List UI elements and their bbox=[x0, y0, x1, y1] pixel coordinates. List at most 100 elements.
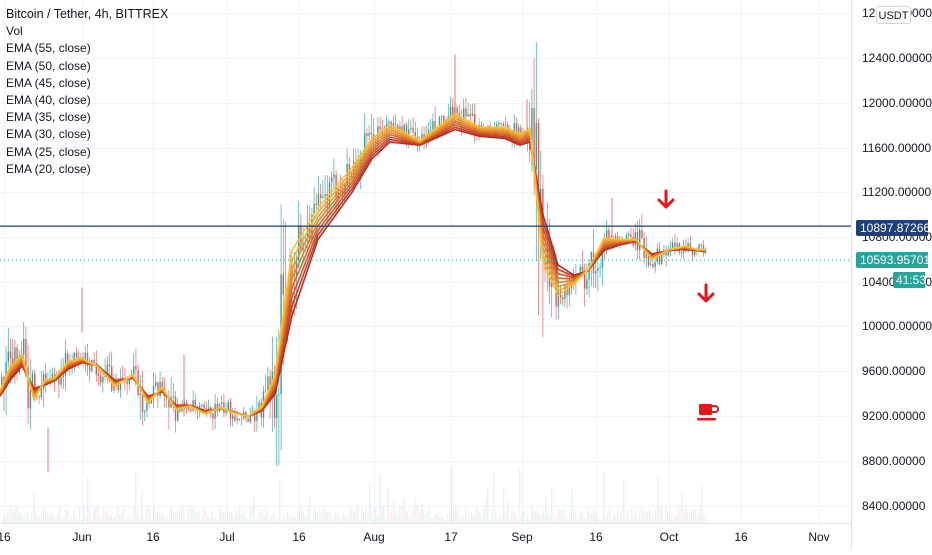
time-axis[interactable]: 16 Jun 16 Jul 16 Aug 17 Sep 16 Oct 16 Nov bbox=[0, 530, 830, 544]
time-tick-label: Oct bbox=[660, 530, 679, 544]
candle-body bbox=[315, 203, 317, 205]
coffee-cup-handle bbox=[712, 405, 719, 413]
legend-item-ema-40[interactable]: EMA (40, close) bbox=[6, 93, 91, 108]
candle-body bbox=[51, 373, 53, 381]
volume-bar bbox=[151, 519, 153, 523]
volume-bar bbox=[229, 511, 231, 523]
candle-body bbox=[520, 127, 522, 133]
candle-body bbox=[584, 271, 586, 289]
arrow-down-head bbox=[657, 198, 675, 209]
candle-body bbox=[34, 373, 36, 392]
arrow-down-icon[interactable] bbox=[697, 283, 715, 303]
volume-bar bbox=[689, 510, 691, 523]
volume-bar bbox=[585, 519, 587, 523]
candle-body bbox=[500, 123, 502, 125]
candle-body bbox=[84, 352, 86, 363]
volume-bar bbox=[139, 518, 141, 523]
volume-bar bbox=[329, 511, 331, 523]
volume-bar bbox=[37, 517, 39, 523]
volume-bar bbox=[623, 480, 625, 523]
volume-bar bbox=[119, 513, 121, 523]
volume-bar bbox=[301, 506, 303, 523]
volume-bar bbox=[57, 514, 59, 523]
price-tick-label: 9600.00000 bbox=[862, 364, 926, 378]
time-tick-label: 16 bbox=[0, 530, 11, 544]
candle-body bbox=[588, 262, 590, 280]
volume-bar bbox=[129, 516, 131, 523]
candle-body bbox=[42, 373, 45, 389]
volume-bar bbox=[421, 503, 423, 523]
time-tick-label: Jul bbox=[219, 530, 234, 544]
volume-bar bbox=[451, 467, 453, 523]
volume-bar bbox=[427, 511, 429, 523]
legend-item-ema-30[interactable]: EMA (30, close) bbox=[6, 127, 91, 142]
arrow-down-icon[interactable] bbox=[657, 189, 675, 209]
volume-bar bbox=[675, 514, 677, 523]
legend-item-ema-55[interactable]: EMA (55, close) bbox=[6, 41, 91, 56]
volume-bar bbox=[627, 509, 629, 523]
candle-body bbox=[370, 132, 372, 135]
coffee-cup-icon[interactable] bbox=[697, 404, 719, 421]
volume-bar bbox=[325, 511, 327, 523]
volume-bar bbox=[353, 510, 355, 523]
candle-body bbox=[278, 394, 280, 396]
time-tick-label: 16 bbox=[292, 530, 306, 544]
candle-body bbox=[691, 249, 694, 255]
candle-body bbox=[139, 393, 141, 396]
volume-bar bbox=[209, 518, 211, 523]
candle-body bbox=[203, 404, 205, 409]
volume-bar bbox=[39, 514, 41, 523]
legend-item-ema-50[interactable]: EMA (50, close) bbox=[6, 58, 91, 73]
legend-item-ema-35[interactable]: EMA (35, close) bbox=[6, 110, 91, 125]
volume-bar bbox=[41, 512, 43, 523]
volume-bar bbox=[477, 506, 479, 523]
legend-item-vol[interactable]: Vol bbox=[6, 24, 23, 39]
volume-bar bbox=[201, 517, 203, 523]
volume-bar bbox=[187, 510, 189, 523]
volume-bar bbox=[83, 506, 85, 523]
volume-bar bbox=[287, 511, 289, 523]
legend-item-ema-20[interactable]: EMA (20, close) bbox=[6, 161, 91, 176]
volume-bar bbox=[13, 510, 15, 523]
volume-bar bbox=[263, 514, 265, 523]
time-tick-label: Jun bbox=[72, 530, 91, 544]
candle-body bbox=[469, 114, 471, 116]
volume-bar bbox=[123, 509, 125, 523]
volume-bar bbox=[159, 516, 161, 523]
volume-bar bbox=[373, 519, 375, 523]
volume-bar bbox=[259, 511, 261, 523]
volume-bar bbox=[377, 516, 379, 523]
legend-title[interactable]: Bitcoin / Tether, 4h, BITTREX bbox=[6, 7, 169, 21]
volume-bar bbox=[437, 512, 439, 523]
volume-bar bbox=[687, 512, 689, 523]
candle-body bbox=[410, 127, 412, 130]
volume-bar bbox=[579, 512, 581, 523]
candle-body bbox=[379, 126, 381, 130]
volume-bar bbox=[609, 508, 611, 523]
legend-item-ema-45[interactable]: EMA (45, close) bbox=[6, 75, 91, 90]
candle-body bbox=[53, 373, 56, 379]
volume-bar bbox=[591, 514, 593, 523]
candle-body bbox=[199, 405, 201, 408]
candle-body bbox=[95, 363, 97, 375]
volume-bar bbox=[97, 506, 99, 523]
volume-bar bbox=[495, 510, 497, 523]
price-lines[interactable] bbox=[0, 225, 851, 261]
volume-bar bbox=[43, 507, 45, 523]
candle-body bbox=[190, 409, 192, 411]
volume-bar bbox=[655, 509, 657, 523]
volume-bar bbox=[65, 507, 67, 523]
volume-bar bbox=[163, 514, 165, 523]
annotations[interactable] bbox=[657, 189, 719, 421]
volume-bar bbox=[225, 509, 227, 523]
candle-body bbox=[650, 264, 652, 266]
volume-bar bbox=[231, 511, 233, 523]
volume-bar bbox=[7, 512, 9, 523]
volume-bar bbox=[631, 508, 633, 523]
currency-unit-badge[interactable]: USDT bbox=[876, 6, 911, 24]
candle-body bbox=[434, 121, 436, 131]
legend-item-ema-25[interactable]: EMA (25, close) bbox=[6, 144, 91, 159]
volume-bar bbox=[705, 517, 707, 523]
